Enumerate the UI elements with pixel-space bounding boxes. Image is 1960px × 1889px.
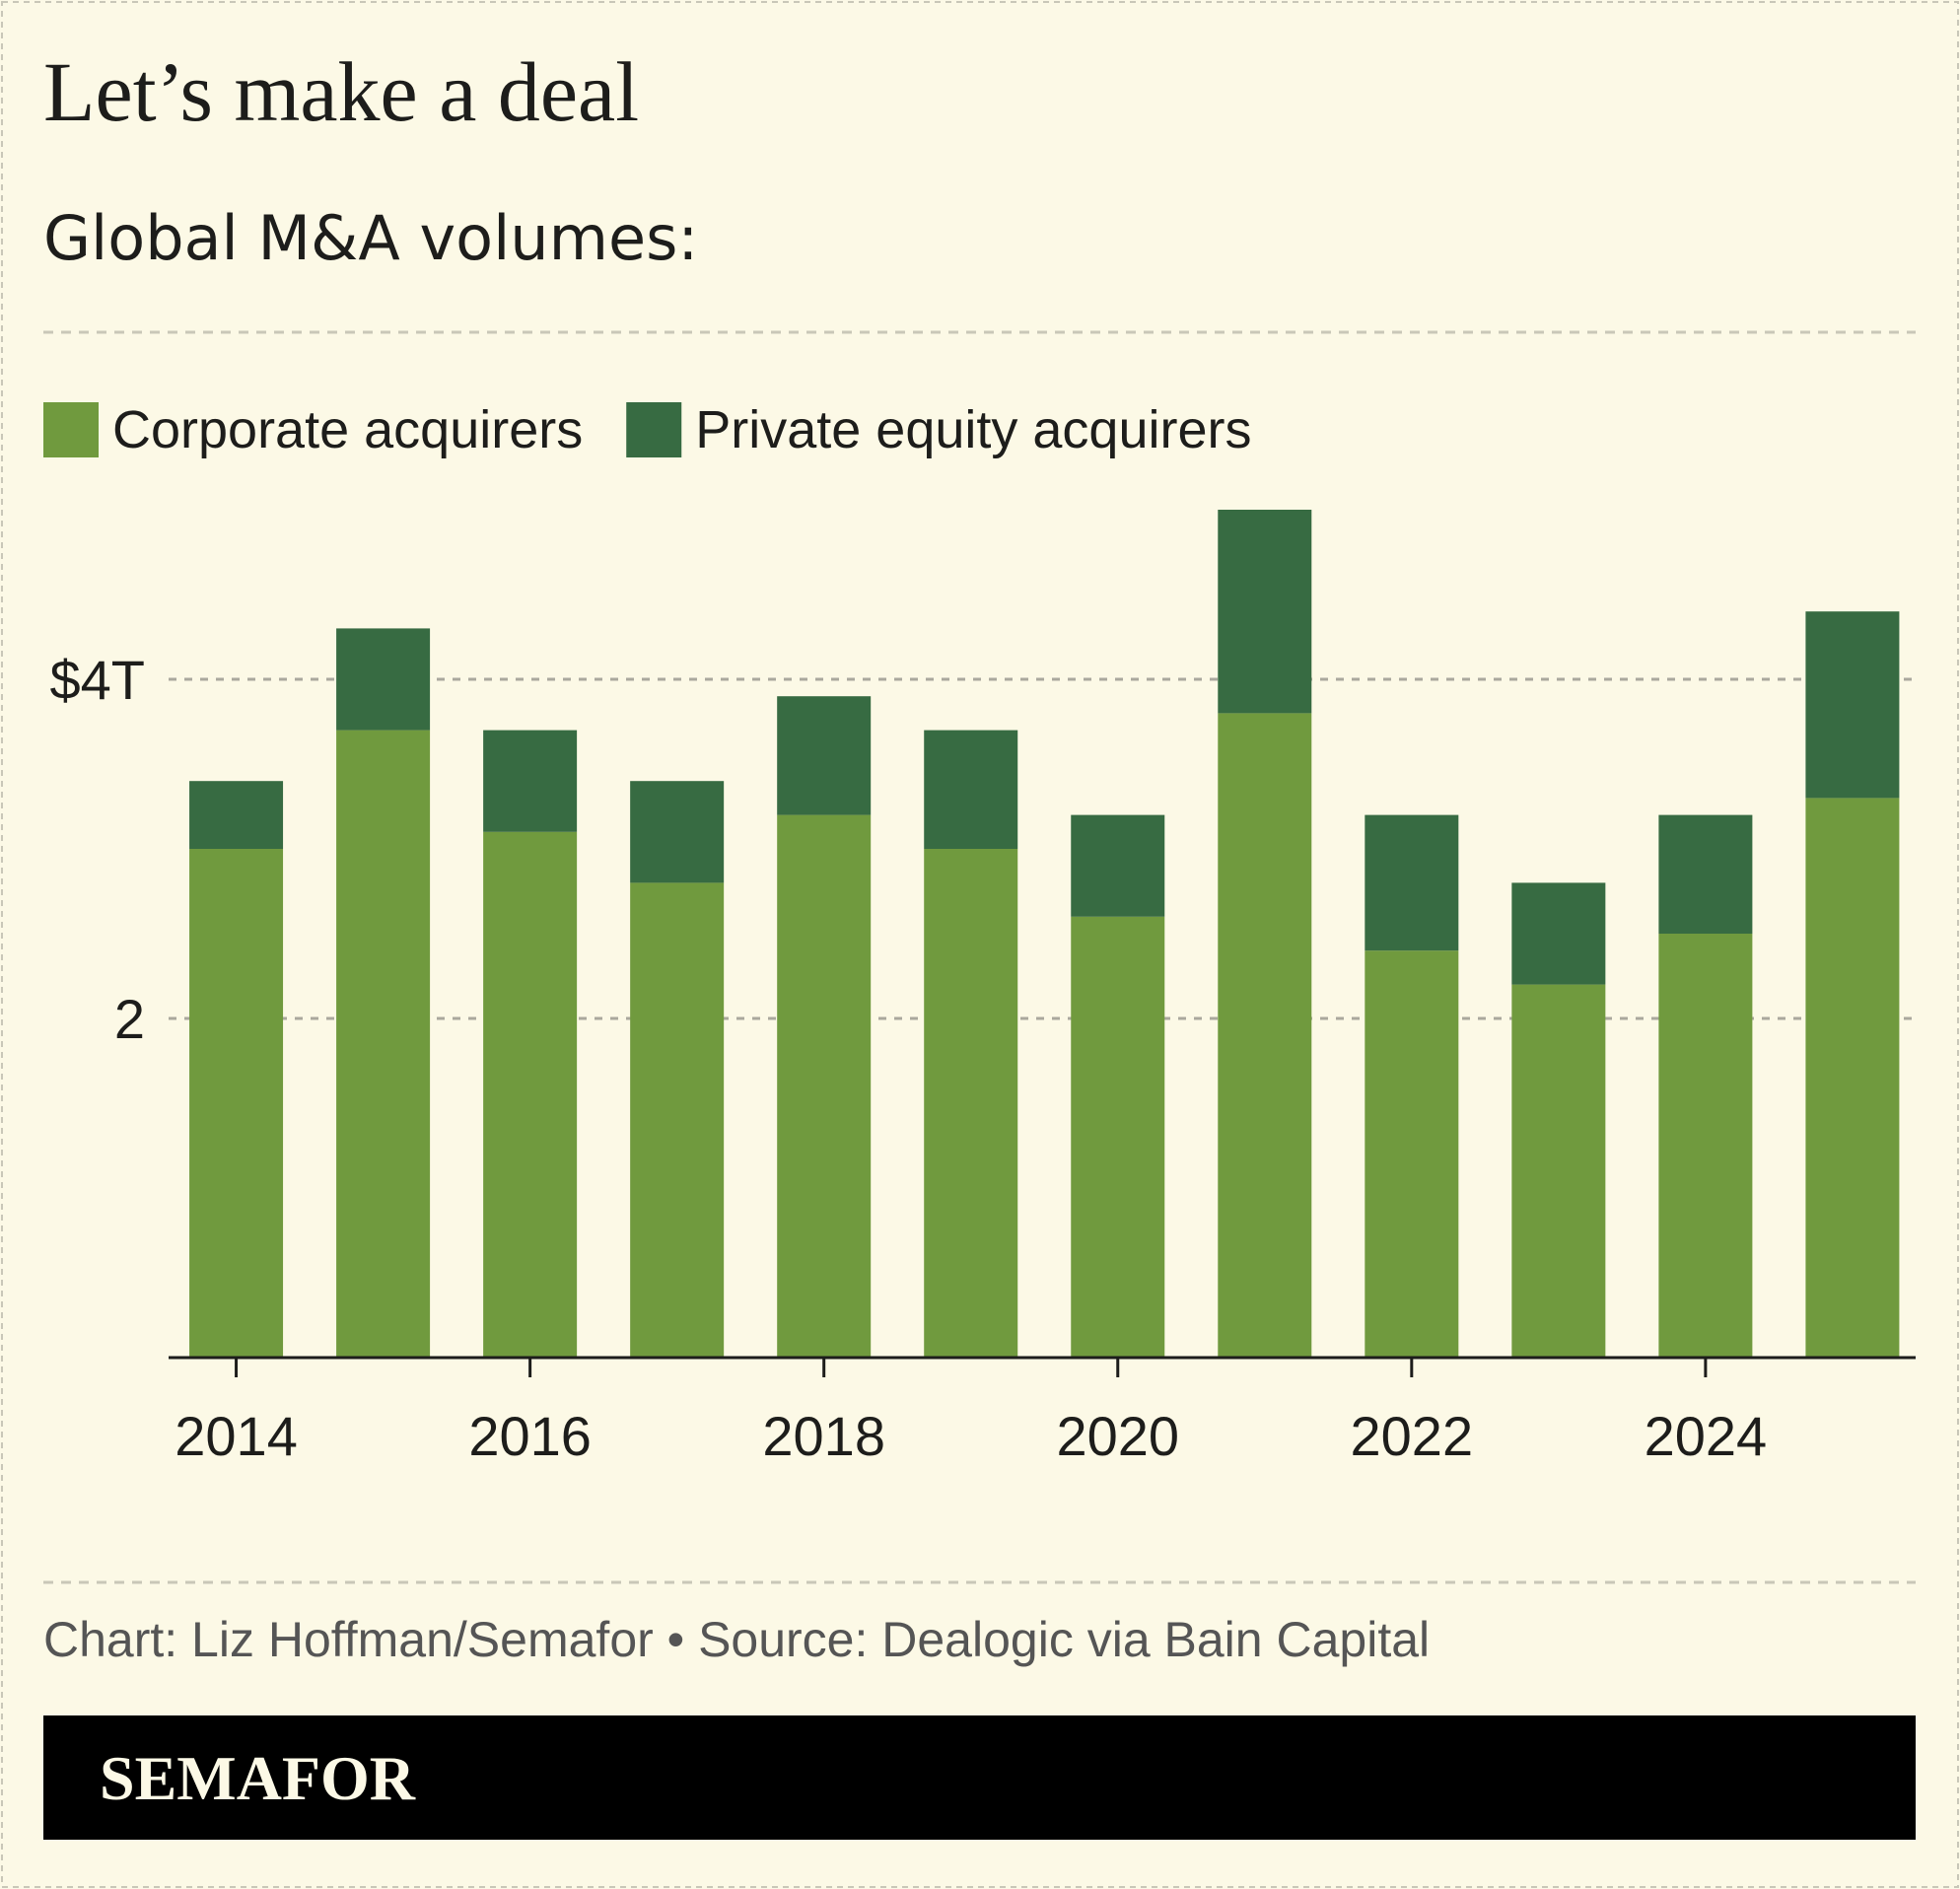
bar xyxy=(483,831,578,1358)
legend-label: Corporate acquirers xyxy=(112,400,583,459)
y-tick-label: $4T xyxy=(50,649,146,711)
bar xyxy=(630,781,725,883)
legend-swatch xyxy=(626,402,682,457)
bar xyxy=(1658,814,1753,934)
x-tick-label: 2016 xyxy=(468,1405,592,1467)
bar xyxy=(777,814,872,1358)
bar xyxy=(1218,713,1312,1358)
bar xyxy=(483,730,578,832)
bar xyxy=(189,849,284,1358)
brand-bar xyxy=(43,1715,1916,1840)
bar xyxy=(1805,611,1900,799)
bar xyxy=(924,849,1018,1358)
bar xyxy=(1365,814,1459,951)
brand: SEMAFOR xyxy=(100,1743,416,1813)
x-tick-label: 2022 xyxy=(1351,1405,1474,1467)
bar xyxy=(336,730,431,1358)
bar xyxy=(924,730,1018,849)
legend-label: Private equity acquirers xyxy=(695,400,1251,459)
bar xyxy=(336,628,431,731)
x-tick-label: 2024 xyxy=(1645,1405,1768,1467)
x-tick-label: 2014 xyxy=(175,1405,298,1467)
source-note: Chart: Liz Hoffman/Semafor • Source: Dea… xyxy=(43,1612,1430,1667)
bar xyxy=(630,882,725,1358)
bar xyxy=(1365,950,1459,1358)
bar xyxy=(1071,916,1165,1358)
bar xyxy=(1511,882,1606,985)
bar xyxy=(1805,798,1900,1358)
bar xyxy=(1658,934,1753,1358)
bar xyxy=(777,696,872,815)
y-tick-label: 2 xyxy=(114,988,145,1050)
x-tick-label: 2020 xyxy=(1056,1405,1179,1467)
bar xyxy=(1071,814,1165,917)
bar xyxy=(1511,984,1606,1358)
bar xyxy=(1218,510,1312,714)
legend-swatch xyxy=(43,402,99,457)
x-tick-label: 2018 xyxy=(762,1405,885,1467)
chart-subtitle: Global M&A volumes: xyxy=(43,202,698,274)
chart-title: Let’s make a deal xyxy=(43,44,639,139)
bar xyxy=(189,781,284,849)
